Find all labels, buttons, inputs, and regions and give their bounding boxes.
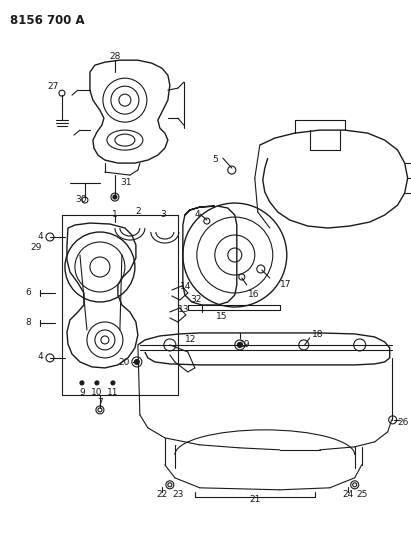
Text: 27: 27 <box>47 82 58 91</box>
Text: 8: 8 <box>25 318 31 327</box>
Circle shape <box>80 381 84 385</box>
Text: 26: 26 <box>398 418 409 427</box>
Text: 8156 700 A: 8156 700 A <box>10 14 85 27</box>
Text: 12: 12 <box>185 335 196 344</box>
Text: 4: 4 <box>38 352 44 361</box>
Text: 14: 14 <box>180 282 191 291</box>
Circle shape <box>134 359 139 365</box>
Text: 19: 19 <box>239 340 251 349</box>
Circle shape <box>111 381 115 385</box>
Circle shape <box>95 381 99 385</box>
Text: 30: 30 <box>75 195 86 204</box>
Text: 32: 32 <box>190 295 201 304</box>
Text: 5: 5 <box>212 155 218 164</box>
Text: 31: 31 <box>120 178 132 187</box>
Text: 23: 23 <box>172 490 184 499</box>
Text: 29: 29 <box>30 243 42 252</box>
Text: 21: 21 <box>249 495 261 504</box>
Circle shape <box>113 195 117 199</box>
Text: 16: 16 <box>248 290 259 299</box>
Circle shape <box>237 342 242 348</box>
Text: 28: 28 <box>109 52 120 61</box>
Text: 17: 17 <box>280 280 291 289</box>
Text: 25: 25 <box>356 490 367 499</box>
Text: 2: 2 <box>135 207 141 216</box>
Text: 24: 24 <box>342 490 353 499</box>
Text: 4: 4 <box>195 210 201 219</box>
Text: 6: 6 <box>25 288 31 297</box>
Text: 18: 18 <box>312 330 323 339</box>
Text: 9: 9 <box>79 388 85 397</box>
Text: 15: 15 <box>216 312 228 321</box>
Text: 7: 7 <box>97 398 103 407</box>
Text: 20: 20 <box>118 358 130 367</box>
Text: 1: 1 <box>112 210 118 219</box>
Text: 4: 4 <box>38 232 44 241</box>
Text: 13: 13 <box>178 305 189 314</box>
Text: 3: 3 <box>160 210 166 219</box>
Text: 11: 11 <box>107 388 119 397</box>
Text: 22: 22 <box>156 490 168 499</box>
Text: 10: 10 <box>91 388 103 397</box>
